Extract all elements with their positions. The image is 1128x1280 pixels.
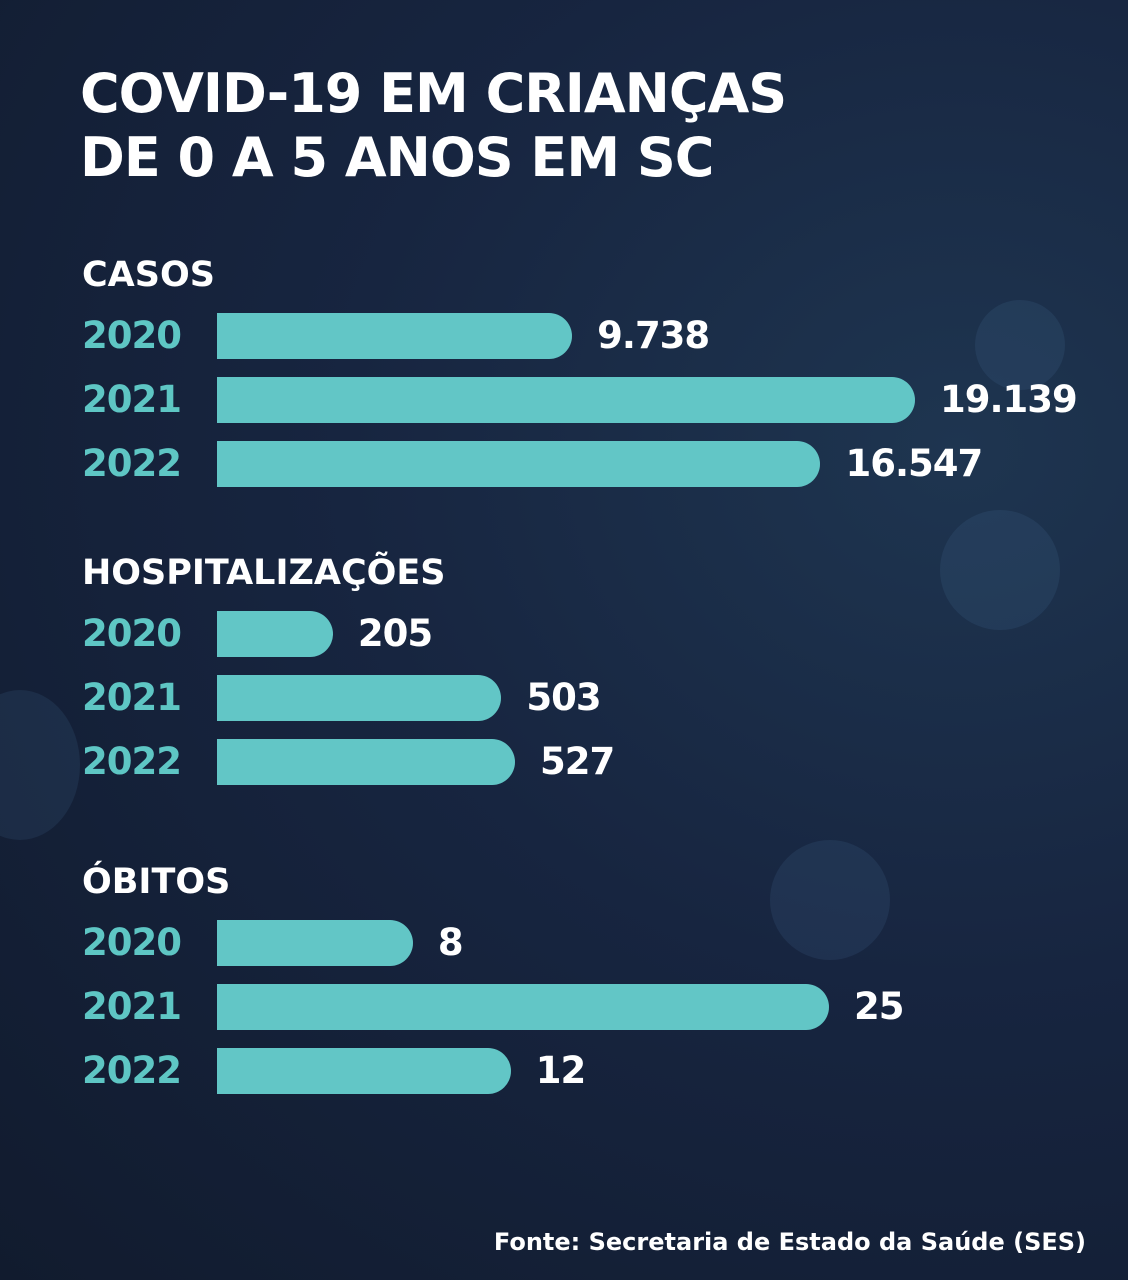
bar-row: 2021 503 — [82, 675, 1082, 739]
source-note: Fonte: Secretaria de Estado da Saúde (SE… — [493, 1228, 1086, 1256]
value-label: 25 — [854, 985, 904, 1028]
bar-row: 2021 25 — [82, 984, 1082, 1048]
title-line-1: COVID-19 EM CRIANÇAS — [80, 62, 787, 125]
value-label: 19.139 — [940, 378, 1078, 421]
bar — [217, 377, 915, 423]
virus-decoration — [770, 840, 890, 960]
value-label: 8 — [437, 921, 464, 964]
year-label: 2021 — [82, 676, 182, 719]
bar — [217, 1048, 511, 1094]
virus-decoration — [940, 510, 1060, 630]
year-label: 2021 — [82, 378, 182, 421]
year-label: 2022 — [82, 740, 182, 783]
year-label: 2021 — [82, 985, 182, 1028]
section-title: CASOS — [82, 255, 215, 295]
virus-decoration — [0, 690, 80, 840]
value-label: 16.547 — [845, 442, 983, 485]
value-label: 9.738 — [597, 314, 710, 357]
section-title: HOSPITALIZAÇÕES — [82, 553, 446, 593]
section-title: ÓBITOS — [82, 862, 231, 902]
bar — [217, 984, 829, 1030]
bar-row: 2020 205 — [82, 611, 1082, 675]
bar — [217, 611, 333, 657]
year-label: 2022 — [82, 442, 182, 485]
value-label: 527 — [540, 740, 615, 783]
bar — [217, 675, 502, 721]
title-line-2: DE 0 A 5 ANOS EM SC — [80, 126, 714, 189]
chart-obitos: ÓBITOS 2020 8 2021 25 2022 12 — [82, 862, 1082, 1112]
value-label: 12 — [535, 1049, 586, 1092]
bar — [217, 441, 821, 487]
year-label: 2022 — [82, 1049, 182, 1092]
value-label: 205 — [357, 612, 433, 655]
bar-row: 2022 12 — [82, 1048, 1082, 1112]
bar — [217, 313, 573, 359]
bar-row: 2020 9.738 — [82, 313, 1082, 377]
bar-row: 2021 19.139 — [82, 377, 1082, 441]
bar-row: 2022 527 — [82, 739, 1082, 803]
value-label: 503 — [526, 676, 601, 719]
bar — [217, 739, 515, 785]
page-title: COVID-19 EM CRIANÇAS DE 0 A 5 ANOS EM SC — [80, 62, 787, 190]
chart-casos: CASOS 2020 9.738 2021 19.139 2022 16.547 — [82, 255, 1082, 505]
year-label: 2020 — [82, 921, 182, 964]
chart-hospitalizacoes: HOSPITALIZAÇÕES 2020 205 2021 503 2022 527 — [82, 553, 1082, 803]
bar-row: 2022 16.547 — [82, 441, 1082, 505]
year-label: 2020 — [82, 612, 182, 655]
bar — [217, 920, 413, 966]
virus-decoration — [975, 300, 1065, 390]
year-label: 2020 — [82, 314, 182, 357]
bar-row: 2020 8 — [82, 920, 1082, 984]
